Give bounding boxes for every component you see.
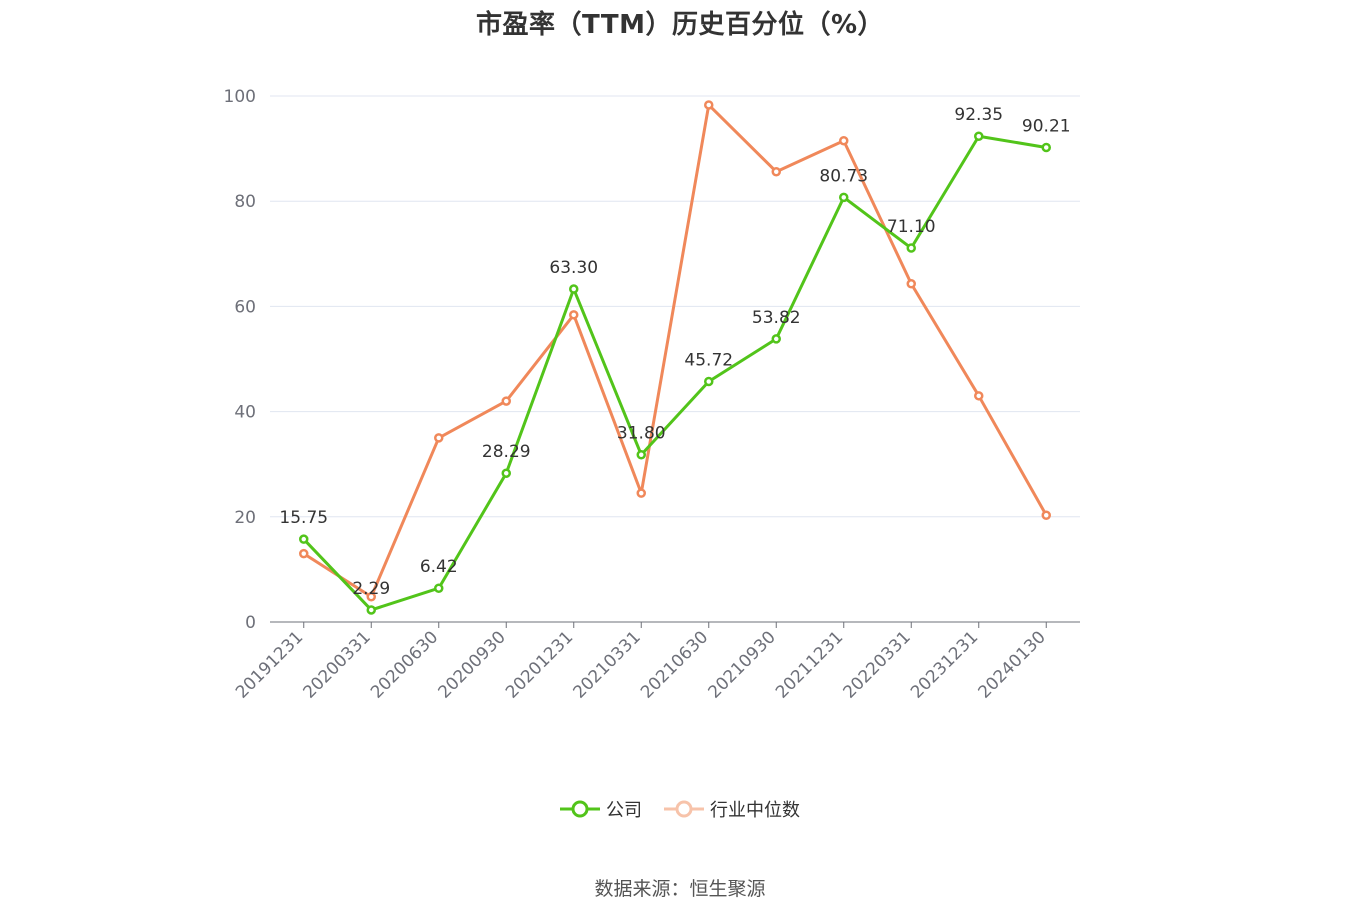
data-point[interactable] — [569, 310, 579, 320]
x-tick-label: 20240130 — [974, 627, 1049, 702]
data-point[interactable] — [366, 592, 376, 602]
data-point[interactable] — [366, 605, 376, 615]
data-point[interactable] — [434, 583, 444, 593]
data-point[interactable] — [636, 488, 646, 498]
y-tick-label: 0 — [245, 613, 256, 633]
data-label: 31.80 — [617, 424, 666, 444]
data-point[interactable] — [569, 284, 579, 294]
data-label: 71.10 — [887, 217, 936, 237]
x-tick-label: 20200331 — [299, 627, 374, 702]
data-label: 15.75 — [279, 508, 328, 528]
chart-title: 市盈率（TTM）历史百分位（%） — [476, 10, 884, 40]
data-label: 45.72 — [684, 351, 733, 371]
data-point[interactable] — [501, 468, 511, 478]
y-axis: 0 20 40 60 80 100 — [224, 87, 256, 633]
data-point[interactable] — [299, 534, 309, 544]
x-tick-label: 20211231 — [772, 627, 847, 702]
data-point[interactable] — [839, 192, 849, 203]
data-point[interactable] — [636, 449, 646, 460]
data-point[interactable] — [1041, 142, 1051, 153]
data-label: 2.29 — [352, 579, 390, 599]
data-point[interactable] — [906, 279, 916, 289]
data-label: 90.21 — [1022, 116, 1071, 136]
legend-company-label: 公司 — [606, 800, 642, 821]
data-point[interactable] — [771, 334, 781, 344]
legend-item-industry-median[interactable]: 行业中位数 — [664, 796, 800, 822]
x-tick-label: 20201231 — [502, 627, 577, 702]
data-point[interactable] — [771, 166, 781, 177]
data-label: 6.42 — [420, 557, 458, 577]
series-lines — [299, 100, 1051, 615]
legend-item-company[interactable]: 公司 — [560, 796, 642, 822]
data-label: 92.35 — [954, 105, 1003, 125]
data-label: 28.29 — [482, 442, 531, 462]
legend-industry-icon — [664, 800, 704, 818]
data-labels: 15.75 2.29 6.42 28.29 63.30 31.80 45.72 53.82 80… — [279, 105, 1070, 599]
x-tick-label: 20210630 — [637, 627, 712, 702]
series-line-0 — [302, 134, 1047, 612]
data-point[interactable] — [501, 396, 511, 406]
x-tick-label: 20220331 — [839, 627, 914, 702]
data-label: 63.30 — [549, 258, 598, 278]
data-point[interactable] — [974, 131, 984, 141]
x-tick-label: 20191231 — [232, 627, 307, 702]
y-tick-label: 20 — [234, 508, 256, 528]
data-label: 53.82 — [752, 308, 801, 328]
x-tick-label: 20200630 — [367, 627, 442, 702]
y-tick-label: 60 — [234, 297, 256, 317]
series-line-1 — [302, 103, 1048, 599]
x-axis: 2019123120200331202006302020093020201231… — [232, 621, 1080, 703]
data-source-note: 数据来源：恒生聚源 — [594, 878, 766, 900]
data-point[interactable] — [974, 391, 984, 401]
legend-company-icon — [560, 800, 600, 818]
data-point[interactable] — [1041, 510, 1051, 520]
x-tick-label: 20210331 — [569, 627, 644, 702]
y-tick-label: 80 — [234, 192, 256, 212]
x-tick-label: 20210930 — [704, 627, 779, 702]
data-point[interactable] — [839, 135, 849, 146]
x-tick-label: 20200930 — [434, 627, 509, 702]
data-point[interactable] — [704, 376, 714, 387]
y-tick-label: 100 — [224, 87, 256, 107]
data-label: 80.73 — [819, 166, 868, 186]
data-point[interactable] — [434, 433, 444, 443]
legend-industry-label: 行业中位数 — [710, 800, 800, 821]
legend: 公司 行业中位数 — [0, 796, 1360, 822]
data-point[interactable] — [704, 100, 714, 110]
x-tick-label: 20231231 — [907, 627, 982, 702]
y-tick-label: 40 — [234, 403, 256, 423]
data-point[interactable] — [299, 548, 309, 559]
data-point[interactable] — [906, 243, 916, 253]
